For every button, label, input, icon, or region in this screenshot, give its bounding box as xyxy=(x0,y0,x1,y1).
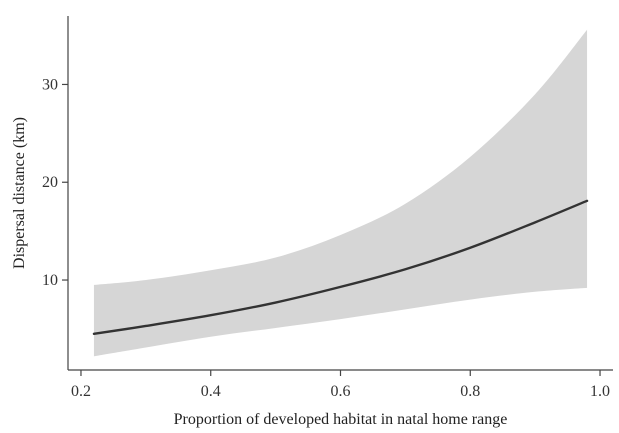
y-tick-label: 20 xyxy=(42,174,58,191)
x-tick-label: 0.8 xyxy=(460,383,480,400)
x-tick-label: 1.0 xyxy=(590,383,610,400)
x-axis-title: Proportion of developed habitat in natal… xyxy=(174,411,508,428)
confidence-band-layer xyxy=(93,29,588,357)
y-axis-ticks: 10 20 30 xyxy=(42,76,68,289)
x-tick-label: 0.2 xyxy=(71,383,91,400)
x-tick-label: 0.4 xyxy=(201,383,221,400)
x-axis-ticks: 0.2 0.4 0.6 0.8 1.0 xyxy=(71,370,610,400)
y-axis-title: Dispersal distance (km) xyxy=(11,117,28,269)
y-tick-label: 30 xyxy=(42,76,58,93)
y-tick-label: 10 xyxy=(42,272,58,289)
fitted-line-layer xyxy=(92,199,589,336)
confidence-band xyxy=(93,29,588,357)
fitted-line xyxy=(92,199,589,336)
x-tick-label: 0.6 xyxy=(331,383,351,400)
